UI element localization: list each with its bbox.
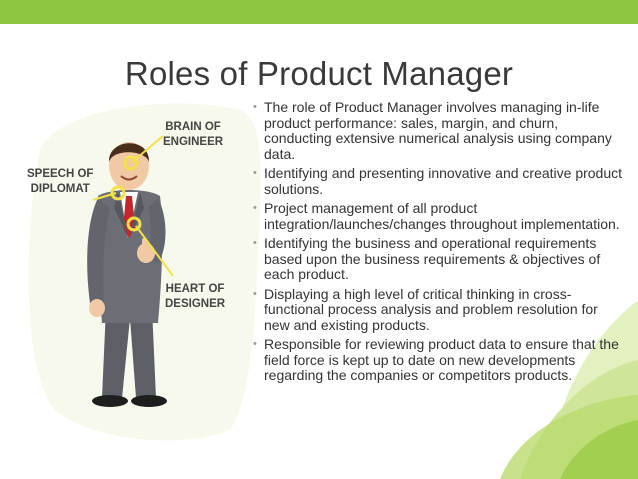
- callout-speech-of-diplomat: SPEECH OF DIPLOMAT: [27, 167, 93, 197]
- bullet-glyph: •: [253, 167, 257, 179]
- callout-heart-of-designer: HEART OF DESIGNER: [165, 282, 225, 312]
- callout-line: SPEECH OF: [27, 168, 94, 180]
- callout-line: ENGINEER: [163, 136, 224, 148]
- callout-line: DIPLOMAT: [30, 183, 90, 195]
- slide-title: Roles of Product Manager: [124, 55, 514, 92]
- bullet-text: Identifying the business and operational…: [264, 235, 601, 282]
- bullet-item: • Identifying the business and operationa…: [251, 235, 623, 283]
- callout-line: HEART OF: [165, 283, 225, 295]
- callout-line: BRAIN OF: [165, 121, 221, 133]
- bullet-glyph: •: [253, 202, 257, 214]
- bullet-text: Identifying and presenting innovative an…: [264, 165, 623, 197]
- callout-brain-of-engineer: BRAIN OF ENGINEER: [163, 120, 223, 150]
- bullet-glyph: •: [253, 237, 257, 249]
- bullet-glyph: •: [253, 287, 257, 300]
- bullet-glyph: •: [253, 101, 257, 113]
- bullet-item: • The role of Product Manager involves ma…: [251, 99, 623, 162]
- bullet-list: • The role of Product Manager involves ma…: [251, 99, 623, 388]
- top-accent-bar: [0, 0, 638, 24]
- callout-line: DESIGNER: [165, 298, 226, 310]
- bullet-item: • Project management of all product integ…: [251, 200, 623, 232]
- bullet-text: The role of Product Manager involves man…: [264, 99, 612, 162]
- businessman-illustration: [87, 135, 174, 407]
- bullet-glyph: •: [253, 338, 257, 350]
- bullet-text: Displaying a high level of critical thin…: [264, 285, 598, 333]
- bullet-item: • Displaying a high level of critical thi…: [251, 285, 623, 334]
- bullet-item: • Responsible for reviewing product data …: [251, 336, 623, 384]
- bullet-text: Responsible for reviewing product data t…: [264, 336, 619, 383]
- bullet-item: • Identifying and presenting innovative a…: [251, 165, 623, 197]
- bullet-text: Project management of all product integr…: [264, 200, 620, 232]
